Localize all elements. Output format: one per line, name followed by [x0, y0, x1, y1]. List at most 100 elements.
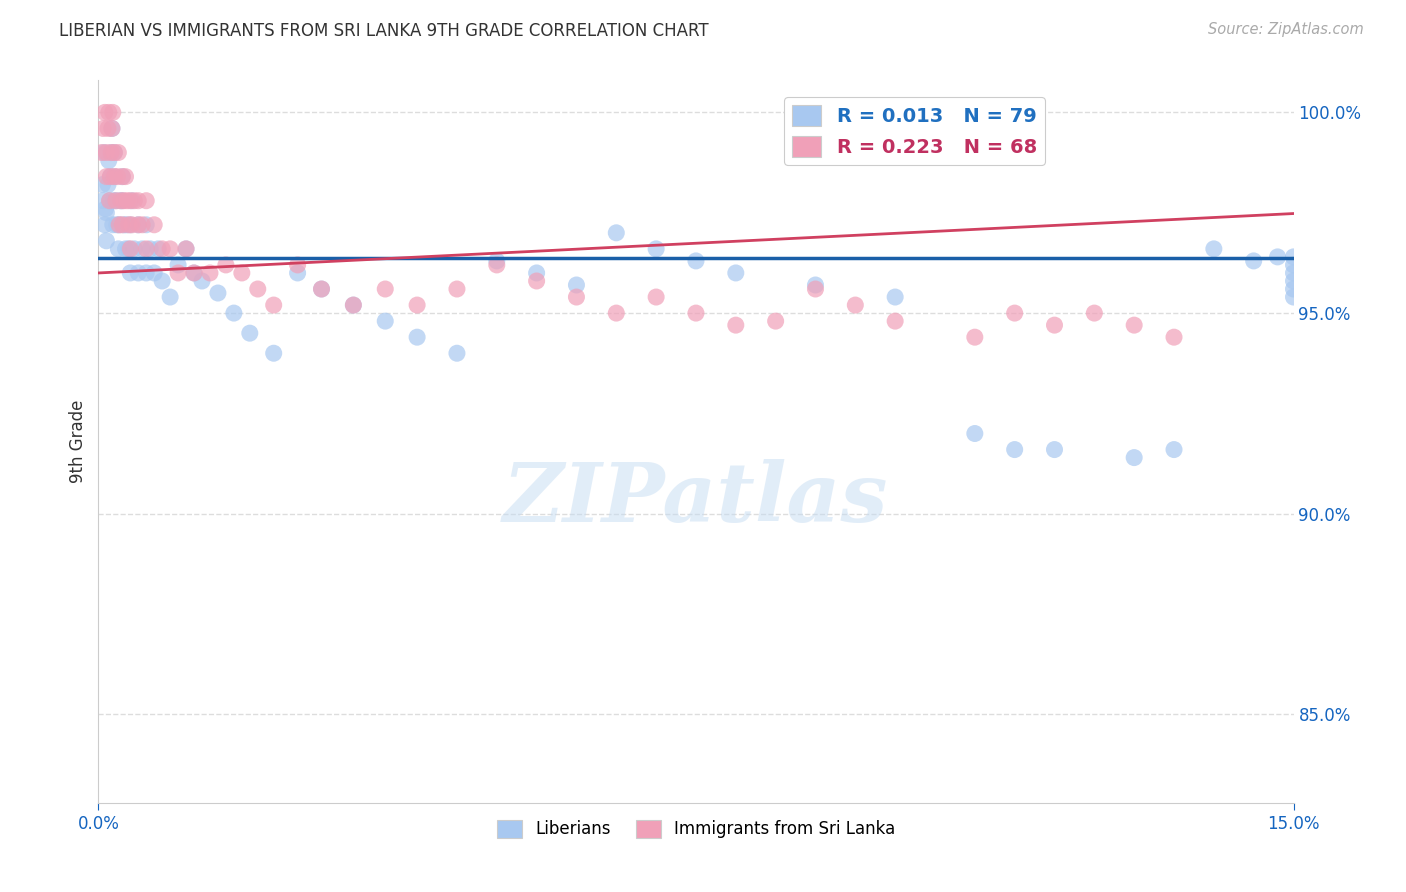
Text: ZIPatlas: ZIPatlas	[503, 459, 889, 540]
Point	[96, 206, 118, 220]
Point	[222, 306, 245, 320]
Point	[101, 105, 124, 120]
Point	[1043, 442, 1066, 457]
Point	[127, 266, 149, 280]
Point	[91, 194, 114, 208]
Point	[111, 194, 134, 208]
Point	[159, 290, 181, 304]
Point	[724, 266, 747, 280]
Point	[1043, 318, 1066, 333]
Point	[135, 242, 157, 256]
Point	[963, 426, 986, 441]
Point	[191, 274, 214, 288]
Point	[1282, 282, 1305, 296]
Point	[110, 194, 132, 208]
Point	[104, 194, 127, 208]
Point	[107, 145, 129, 160]
Point	[263, 346, 285, 360]
Point	[96, 145, 118, 160]
Point	[485, 254, 508, 268]
Point	[114, 169, 136, 184]
Point	[96, 234, 118, 248]
Point	[1004, 306, 1026, 320]
Point	[174, 242, 197, 256]
Point	[111, 169, 134, 184]
Point	[1163, 330, 1185, 344]
Point	[167, 258, 190, 272]
Point	[150, 242, 173, 256]
Point	[406, 298, 429, 312]
Text: LIBERIAN VS IMMIGRANTS FROM SRI LANKA 9TH GRADE CORRELATION CHART: LIBERIAN VS IMMIGRANTS FROM SRI LANKA 9T…	[59, 22, 709, 40]
Point	[111, 218, 134, 232]
Point	[100, 145, 122, 160]
Point	[765, 314, 787, 328]
Point	[105, 218, 128, 232]
Point	[124, 242, 146, 256]
Point	[104, 194, 127, 208]
Point	[150, 274, 173, 288]
Point	[239, 326, 262, 341]
Point	[1202, 242, 1225, 256]
Point	[287, 266, 309, 280]
Point	[246, 282, 269, 296]
Point	[645, 290, 668, 304]
Point	[97, 105, 120, 120]
Point	[143, 266, 166, 280]
Text: Source: ZipAtlas.com: Source: ZipAtlas.com	[1208, 22, 1364, 37]
Point	[120, 242, 142, 256]
Point	[114, 242, 136, 256]
Point	[103, 145, 125, 160]
Point	[844, 298, 866, 312]
Point	[198, 266, 221, 280]
Point	[174, 242, 197, 256]
Point	[207, 286, 229, 301]
Point	[135, 218, 157, 232]
Point	[565, 278, 588, 293]
Point	[311, 282, 333, 296]
Point	[804, 278, 827, 293]
Point	[103, 194, 125, 208]
Point	[108, 218, 131, 232]
Point	[231, 266, 253, 280]
Point	[1282, 250, 1305, 264]
Point	[135, 194, 157, 208]
Point	[121, 194, 143, 208]
Point	[107, 242, 129, 256]
Point	[526, 266, 548, 280]
Legend: Liberians, Immigrants from Sri Lanka: Liberians, Immigrants from Sri Lanka	[491, 813, 901, 845]
Point	[446, 346, 468, 360]
Point	[183, 266, 205, 280]
Point	[107, 169, 129, 184]
Point	[96, 169, 118, 184]
Point	[406, 330, 429, 344]
Point	[103, 169, 125, 184]
Point	[118, 242, 141, 256]
Point	[131, 218, 153, 232]
Point	[685, 254, 707, 268]
Point	[100, 145, 122, 160]
Point	[605, 226, 627, 240]
Point	[90, 145, 112, 160]
Point	[263, 298, 285, 312]
Point	[1282, 274, 1305, 288]
Point	[127, 218, 149, 232]
Point	[91, 178, 114, 192]
Point	[112, 218, 135, 232]
Point	[131, 242, 153, 256]
Point	[374, 314, 396, 328]
Point	[724, 318, 747, 333]
Point	[342, 298, 364, 312]
Point	[884, 290, 907, 304]
Y-axis label: 9th Grade: 9th Grade	[69, 400, 87, 483]
Point	[1282, 258, 1305, 272]
Point	[112, 194, 135, 208]
Point	[94, 202, 117, 216]
Point	[101, 121, 124, 136]
Point	[93, 145, 115, 160]
Point	[1282, 290, 1305, 304]
Point	[110, 194, 132, 208]
Point	[1123, 318, 1146, 333]
Point	[91, 121, 114, 136]
Point	[374, 282, 396, 296]
Point	[98, 169, 122, 184]
